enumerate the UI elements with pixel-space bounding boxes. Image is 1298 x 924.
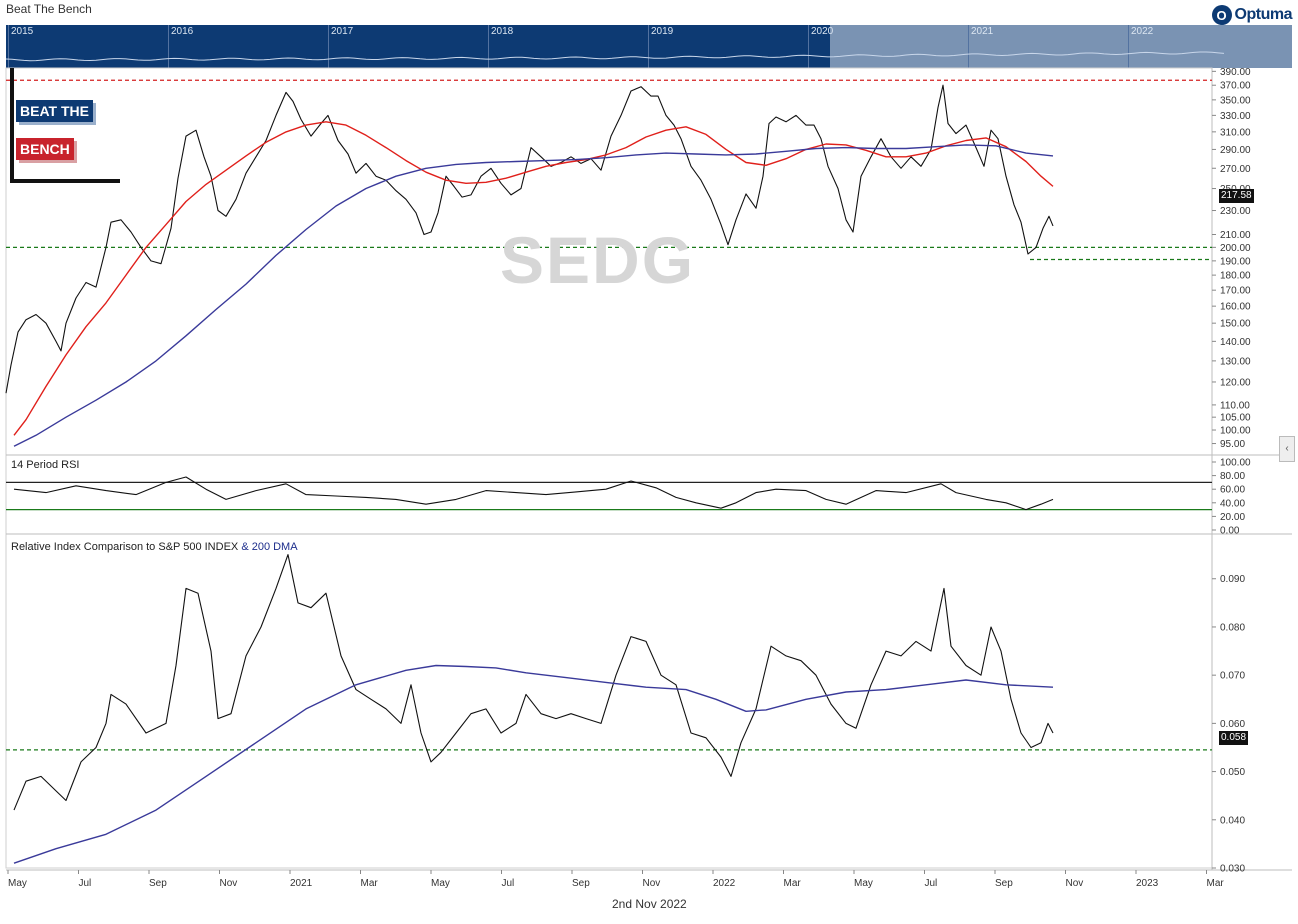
overview-year-tick bbox=[488, 25, 489, 68]
relative-pane-title: Relative Index Comparison to S&P 500 IND… bbox=[11, 541, 298, 553]
series-line-0-50-dma bbox=[13, 121, 1054, 436]
y-tick-label-2-4: 0.070 bbox=[1220, 671, 1245, 682]
overview-year-label: 2016 bbox=[171, 26, 194, 37]
x-tick-label-14: Sep bbox=[995, 878, 1013, 889]
x-tick-label-10: 2022 bbox=[713, 878, 736, 889]
x-tick-label-12: May bbox=[854, 878, 873, 889]
overview-year-tick bbox=[968, 25, 969, 68]
y-tick-label-2-5: 0.080 bbox=[1220, 622, 1245, 633]
y-tick-label-2-6: 0.090 bbox=[1220, 574, 1245, 585]
brand-label-line2: BENCH bbox=[16, 138, 74, 160]
y-tick-label-0-5: 130.00 bbox=[1220, 356, 1251, 367]
y-tick-label-0-9: 170.00 bbox=[1220, 286, 1251, 297]
y-tick-label-0-14: 230.00 bbox=[1220, 206, 1251, 217]
overview-year-label: 2018 bbox=[491, 26, 514, 37]
y-tick-label-0-22: 390.00 bbox=[1220, 67, 1251, 78]
overview-year-tick bbox=[168, 25, 169, 68]
chart-window-title: Beat The Bench bbox=[6, 2, 92, 16]
series-line-0-close bbox=[5, 84, 1054, 394]
brand-label-line1: BEAT THE bbox=[16, 100, 93, 122]
y-tick-label-2-3: 0.060 bbox=[1220, 719, 1245, 730]
y-tick-label-0-7: 150.00 bbox=[1220, 319, 1251, 330]
x-tick-label-9: Nov bbox=[643, 878, 661, 889]
overview-year-label: 2017 bbox=[331, 26, 354, 37]
relative-pane-title-main: Relative Index Comparison to S&P 500 IND… bbox=[11, 541, 239, 553]
overview-year-label: 2019 bbox=[651, 26, 674, 37]
y-tick-label-0-13: 210.00 bbox=[1220, 230, 1251, 241]
optuma-logo-text: Optuma bbox=[1234, 6, 1293, 23]
overview-year-label: 2015 bbox=[11, 26, 34, 37]
y-tick-label-1-0: 0.00 bbox=[1220, 526, 1240, 537]
x-tick-label-2: Sep bbox=[149, 878, 167, 889]
y-tick-label-0-0: 95.00 bbox=[1220, 439, 1245, 450]
x-tick-label-8: Sep bbox=[572, 878, 590, 889]
y-tick-label-0-1: 100.00 bbox=[1220, 426, 1251, 437]
ticker-watermark: SEDG bbox=[500, 223, 696, 297]
y-tick-label-0-2: 105.00 bbox=[1220, 413, 1251, 424]
x-tick-label-11: Mar bbox=[784, 878, 802, 889]
y-tick-label-0-11: 190.00 bbox=[1220, 256, 1251, 267]
y-tick-label-2-0: 0.030 bbox=[1220, 864, 1245, 875]
x-tick-label-16: 2023 bbox=[1136, 878, 1159, 889]
last-ratio-flag: 0.058 bbox=[1219, 731, 1249, 745]
y-tick-label-0-8: 160.00 bbox=[1220, 302, 1251, 313]
x-tick-label-17: Mar bbox=[1207, 878, 1225, 889]
y-tick-label-1-2: 40.00 bbox=[1220, 498, 1245, 509]
optuma-logo-mark: O bbox=[1211, 5, 1232, 25]
optuma-logo: O Optuma bbox=[1211, 4, 1293, 26]
y-tick-label-1-4: 80.00 bbox=[1220, 471, 1245, 482]
series-line-0-200-dma bbox=[13, 144, 1054, 447]
y-tick-label-0-17: 290.00 bbox=[1220, 145, 1251, 156]
x-tick-label-1: Jul bbox=[79, 878, 92, 889]
y-tick-label-1-3: 60.00 bbox=[1220, 485, 1245, 496]
overview-year-tick bbox=[808, 25, 809, 68]
series-line-1-rsi bbox=[13, 476, 1054, 511]
overview-navigator[interactable]: 2015 2016 2017 2018 2019 2020 2021 2022 bbox=[6, 25, 1292, 68]
overview-year-tick bbox=[648, 25, 649, 68]
brand-bracket-horizontal bbox=[10, 179, 120, 183]
overview-year-label: 2022 bbox=[1131, 26, 1154, 37]
y-tick-label-0-10: 180.00 bbox=[1220, 271, 1251, 282]
y-tick-label-0-4: 120.00 bbox=[1220, 377, 1251, 388]
x-tick-label-13: Jul bbox=[925, 878, 938, 889]
x-tick-label-4: 2021 bbox=[290, 878, 313, 889]
overview-year-tick bbox=[328, 25, 329, 68]
scroll-right-button[interactable]: ‹ bbox=[1279, 436, 1295, 462]
x-tick-label-5: Mar bbox=[361, 878, 379, 889]
y-tick-label-2-2: 0.050 bbox=[1220, 767, 1245, 778]
y-tick-label-0-6: 140.00 bbox=[1220, 337, 1251, 348]
series-line-2-200-dma bbox=[13, 664, 1054, 864]
overview-price-line bbox=[6, 51, 1225, 62]
last-price-flag: 217.58 bbox=[1219, 189, 1254, 203]
x-tick-label-0: May bbox=[8, 878, 27, 889]
y-tick-label-0-12: 200.00 bbox=[1220, 243, 1251, 254]
chart-date-footer: 2nd Nov 2022 bbox=[612, 897, 687, 911]
relative-pane-title-dma: & 200 DMA bbox=[241, 541, 298, 553]
y-tick-label-0-18: 310.00 bbox=[1220, 127, 1251, 138]
y-tick-label-1-5: 100.00 bbox=[1220, 458, 1251, 469]
y-tick-label-0-20: 350.00 bbox=[1220, 95, 1251, 106]
y-tick-label-0-19: 330.00 bbox=[1220, 111, 1251, 122]
y-tick-label-0-3: 110.00 bbox=[1220, 400, 1250, 411]
x-tick-label-3: Nov bbox=[220, 878, 238, 889]
overview-year-label: 2021 bbox=[971, 26, 994, 37]
x-tick-label-6: May bbox=[431, 878, 450, 889]
series-line-2-ratio bbox=[13, 554, 1054, 811]
y-tick-label-0-21: 370.00 bbox=[1220, 81, 1251, 92]
overview-selection-window[interactable] bbox=[830, 25, 1292, 68]
x-tick-label-15: Nov bbox=[1066, 878, 1084, 889]
overview-year-label: 2020 bbox=[811, 26, 834, 37]
y-tick-label-0-16: 270.00 bbox=[1220, 164, 1251, 175]
brand-bracket-vertical bbox=[10, 68, 14, 183]
overview-year-tick bbox=[8, 25, 9, 68]
overview-year-tick bbox=[1128, 25, 1129, 68]
x-tick-label-7: Jul bbox=[502, 878, 515, 889]
y-tick-label-1-1: 20.00 bbox=[1220, 512, 1245, 523]
y-tick-label-2-1: 0.040 bbox=[1220, 815, 1245, 826]
rsi-pane-title: 14 Period RSI bbox=[11, 459, 80, 471]
